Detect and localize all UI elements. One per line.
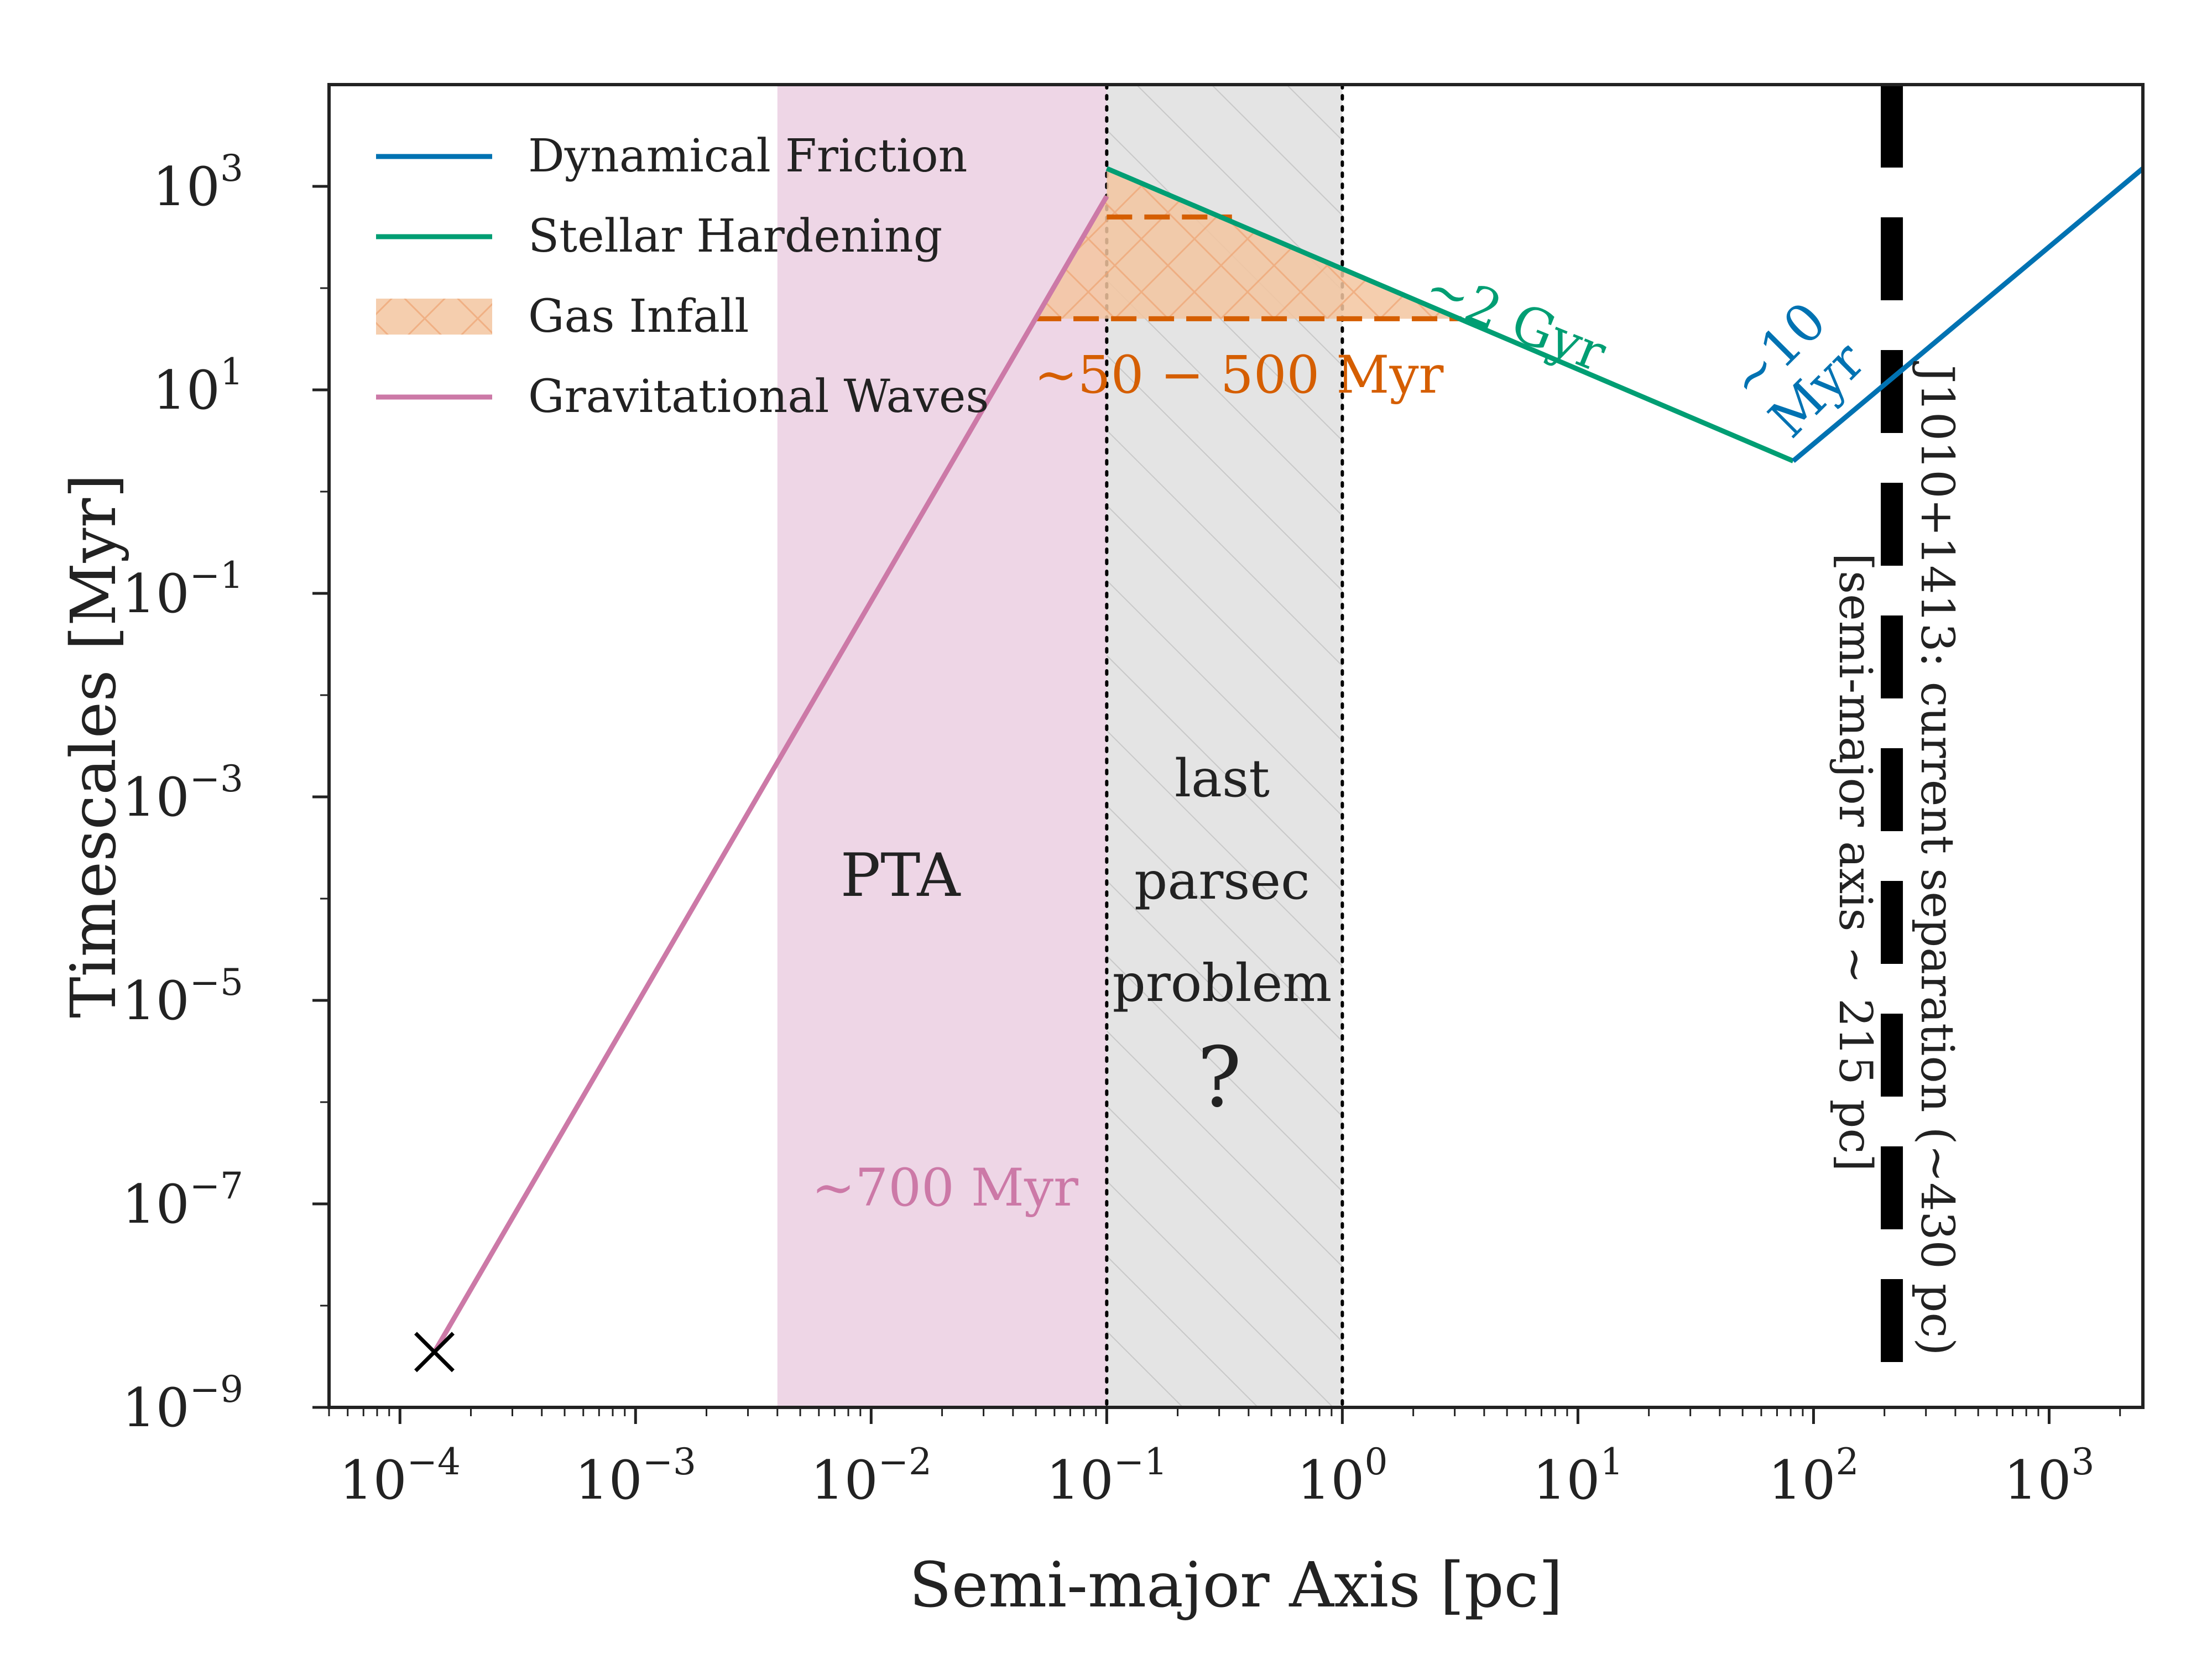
y-axis-title: Timescales [Myr] xyxy=(58,474,130,1018)
legend-label-gas-infall: Gas Infall xyxy=(528,290,749,343)
x-tick-label: 10−2 xyxy=(811,1441,932,1511)
gravitational-waves-line xyxy=(432,195,1109,1354)
x-tick-label: 103 xyxy=(2004,1441,2094,1511)
legend-swatch-gas-infall-hatch xyxy=(376,299,492,335)
separation-label-line1: J1010+1413: current separation (∼430 pc) xyxy=(1911,361,1963,1355)
plot-frame xyxy=(327,83,2145,1409)
y-tick-label: 10−3 xyxy=(122,758,243,828)
lpp-label-line1: last xyxy=(1175,749,1270,809)
gas-timescale-annotation: ∼50 − 500 Myr xyxy=(1034,345,1444,405)
dynamical-friction-line xyxy=(1791,166,2143,463)
legend-label-dynamical-friction: Dynamical Friction xyxy=(528,130,967,182)
y-tick-label: 103 xyxy=(153,147,243,218)
legend: Dynamical Friction Stellar Hardening Gas… xyxy=(376,130,989,423)
x-tick-label: 10−4 xyxy=(340,1441,461,1511)
df-timescale-annotation: ∼10 Myr xyxy=(1718,291,1876,450)
marker-stroke xyxy=(414,1332,455,1373)
axis-ticks: 10−4 10−3 10−2 10−1 100 101 102 103 10−9 10−7 10−5… xyxy=(122,147,2121,1511)
separation-label-line2: [semi-major axis ∼ 215 pc] xyxy=(1829,553,1881,1171)
legend-label-stellar-hardening: Stellar Hardening xyxy=(528,210,942,263)
y-tick-label: 10−1 xyxy=(122,554,243,625)
legend-label-gravitational-waves: Gravitational Waves xyxy=(528,371,989,423)
gw-timescale-annotation: ∼700 Myr xyxy=(812,1158,1078,1218)
x-tick-label: 10−3 xyxy=(575,1441,696,1511)
stellar-timescale-annotation: ∼2 Gyr xyxy=(1416,257,1614,384)
pta-label: PTA xyxy=(841,841,962,910)
gas-infall-hatch xyxy=(1035,168,1462,319)
y-tick-label: 10−5 xyxy=(122,961,243,1032)
stellar-hardening-line xyxy=(1105,166,1794,463)
y-tick-label: 10−9 xyxy=(122,1368,243,1439)
lpp-question-mark: ? xyxy=(1197,1030,1241,1126)
x-axis-title: Semi-major Axis [pc] xyxy=(909,1550,1563,1621)
lpp-label-line2: parsec xyxy=(1134,851,1310,911)
x-tick-label: 101 xyxy=(1532,1441,1623,1511)
merger-end-marker xyxy=(414,1332,455,1373)
y-tick-label: 101 xyxy=(153,351,243,421)
x-tick-label: 10−1 xyxy=(1046,1441,1167,1511)
y-tick-label: 10−7 xyxy=(122,1165,243,1235)
lpp-label-line3: problem xyxy=(1113,953,1332,1014)
x-tick-label: 100 xyxy=(1297,1441,1387,1511)
x-tick-label: 102 xyxy=(1768,1441,1859,1511)
